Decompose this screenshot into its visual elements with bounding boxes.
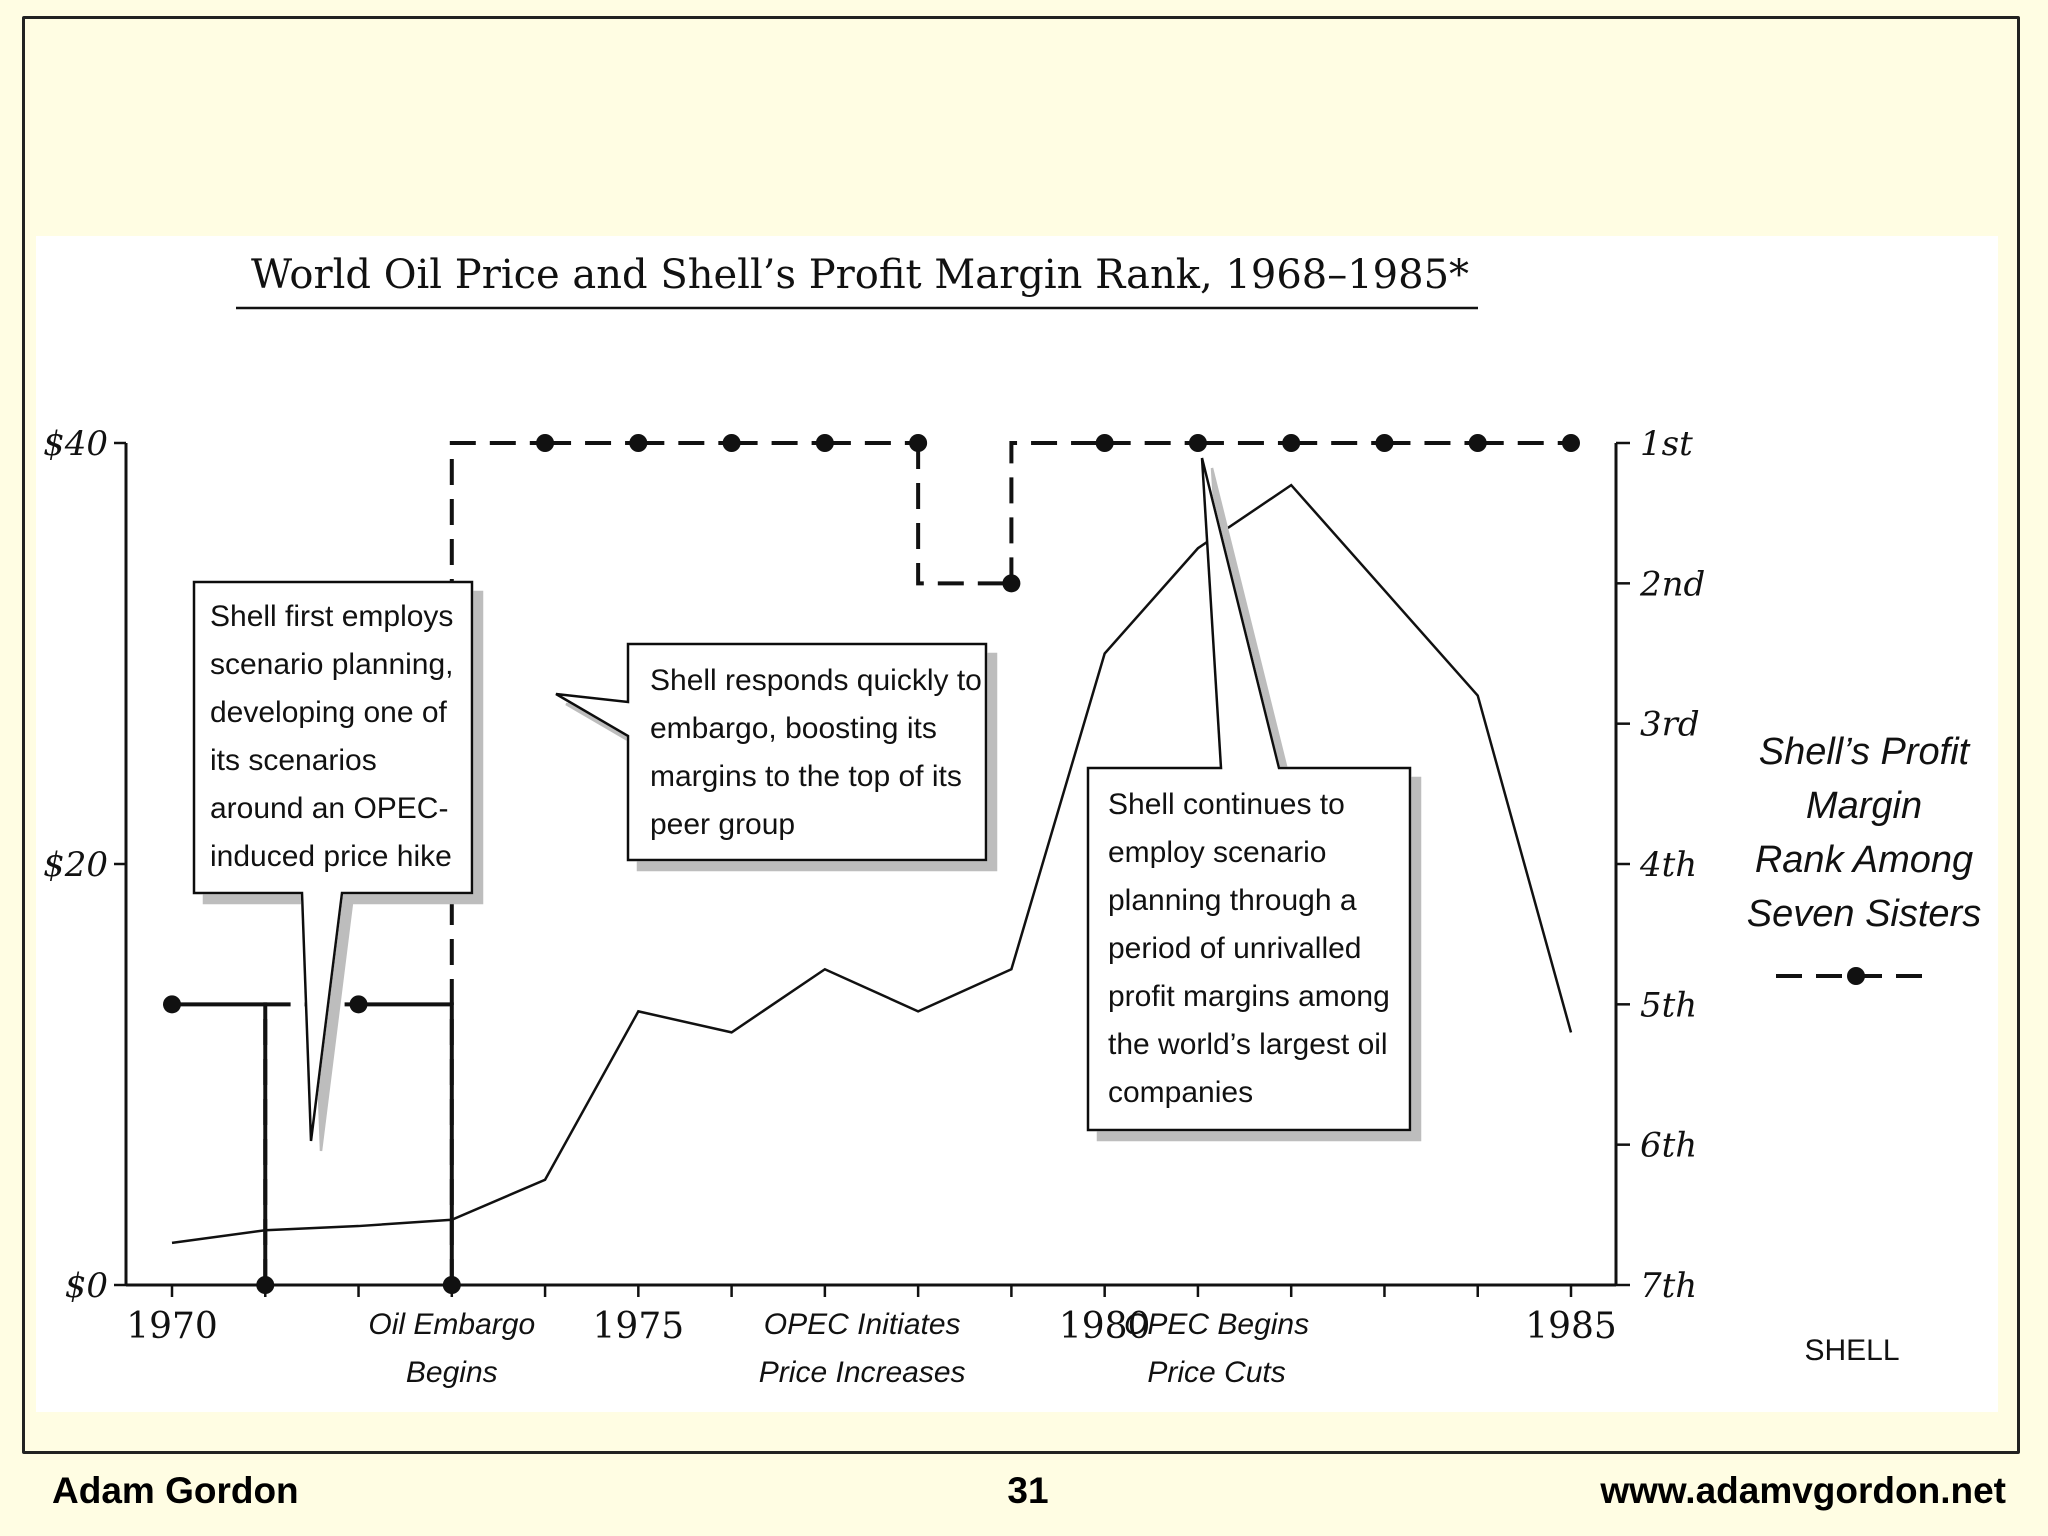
legend-title-line: Shell’s Profit <box>1759 731 1971 773</box>
callout-line: induced price hike <box>210 840 452 873</box>
callout-unrivalled-margins-box <box>1086 457 1412 1132</box>
rank-marker <box>1562 434 1580 452</box>
rank-step-segment <box>916 443 1012 586</box>
left-tick-label: $0 <box>65 1266 108 1306</box>
callout-line: embargo, boosting its <box>650 712 937 745</box>
rank-series <box>163 434 1580 1294</box>
callout-line: period of unrivalled <box>1108 932 1362 965</box>
callout-line: developing one of <box>210 696 448 729</box>
callout-line: profit margins among <box>1108 980 1390 1013</box>
event-label: Price Cuts <box>1147 1356 1285 1389</box>
event-label: OPEC Begins <box>1124 1308 1309 1341</box>
rank-marker <box>815 434 834 452</box>
event-label: Oil Embargo <box>368 1308 535 1341</box>
x-tick-label: 1980 <box>1059 1306 1151 1347</box>
rank-marker <box>1282 434 1301 452</box>
event-label: Begins <box>406 1356 498 1389</box>
series-line-oil-price <box>171 483 1573 1245</box>
callout-line: peer group <box>650 808 795 841</box>
rank-marker <box>442 1276 461 1294</box>
x-tick-label: 1985 <box>1525 1306 1617 1347</box>
callout-line: the world’s largest oil <box>1108 1028 1388 1061</box>
x-ticks <box>170 1285 1573 1297</box>
legend-title-line: Rank Among <box>1755 839 1973 881</box>
right-tick-label: 6th <box>1640 1126 1697 1166</box>
page-number: 31 <box>1007 1470 1049 1511</box>
rank-marker <box>536 434 555 452</box>
right-tick-label: 5th <box>1640 985 1697 1025</box>
event-label: Price Increases <box>759 1356 966 1389</box>
callout-line: companies <box>1108 1076 1253 1109</box>
rank-marker <box>349 995 368 1014</box>
left-axis-ticks: $40 $20 $0 <box>43 424 126 1306</box>
rank-step-segment <box>172 1002 268 1285</box>
callout-line: Shell responds quickly to <box>650 664 982 697</box>
right-tick-label: 7th <box>1640 1266 1697 1306</box>
right-tick-label: 4th <box>1639 845 1697 885</box>
right-axis-ticks: 1st 2nd 3rd 4th 5th 6th 7th <box>1616 424 1705 1306</box>
rank-marker <box>163 995 181 1014</box>
rank-marker <box>1188 434 1207 452</box>
x-tick-labels: 1970 1975 1980 1985 <box>126 1306 1617 1347</box>
right-tick-label: 2nd <box>1639 564 1705 604</box>
rank-step-segment <box>1009 441 1105 584</box>
rank-marker <box>1002 574 1021 593</box>
rank-legend: Shell’s Profit Margin Rank Among Seven S… <box>1747 731 1981 985</box>
event-labels: Oil Embargo Begins OPEC Initiates Price Inc… <box>368 1308 1309 1389</box>
rank-marker <box>256 1276 275 1294</box>
x-tick-label: 1970 <box>126 1306 218 1347</box>
legend-marker <box>1847 967 1865 985</box>
callout-line: Shell continues to <box>1108 788 1345 821</box>
callout-line: around an OPEC- <box>210 792 448 825</box>
rank-marker <box>1468 434 1487 452</box>
rank-marker <box>909 434 928 452</box>
callout-line: Shell first employs <box>210 600 453 633</box>
legend-title-line: Seven Sisters <box>1747 893 1981 935</box>
rank-step-segment <box>449 441 546 1285</box>
rank-marker <box>629 434 648 452</box>
x-tick-label: 1975 <box>593 1306 685 1347</box>
callout-scenario-planning-box <box>192 580 474 1142</box>
oil-price-rank-chart: World Oil Price and Shell’s Profit Margi… <box>43 252 1981 1389</box>
callout-embargo-response: Shell responds quickly to embargo, boost… <box>555 642 988 862</box>
rank-marker <box>722 434 741 452</box>
callout-line: margins to the top of its <box>650 760 962 793</box>
source-label: SHELL <box>1804 1334 1899 1367</box>
rank-marker <box>1095 434 1114 452</box>
chart-title: World Oil Price and Shell’s Profit Margi… <box>251 252 1469 298</box>
rank-step-segment <box>358 1002 454 1285</box>
event-label: OPEC Initiates <box>764 1308 961 1341</box>
left-tick-label: $40 <box>43 424 108 464</box>
callout-embargo-response-box <box>555 642 988 862</box>
right-tick-label: 1st <box>1640 424 1693 464</box>
callout-line: planning through a <box>1108 884 1357 917</box>
legend-title-line: Margin <box>1806 785 1922 827</box>
callout-line: its scenarios <box>210 744 377 777</box>
callout-line: employ scenario <box>1108 836 1326 869</box>
footer-author: Adam Gordon <box>52 1470 299 1511</box>
callout-scenario-planning: Shell first employs scenario planning, d… <box>192 580 474 1142</box>
callout-line: scenario planning, <box>210 648 454 681</box>
rank-marker <box>1375 434 1394 452</box>
right-tick-label: 3rd <box>1640 705 1700 745</box>
chart-panel: World Oil Price and Shell’s Profit Margi… <box>36 236 1998 1412</box>
left-tick-label: $20 <box>43 845 108 885</box>
callout-unrivalled-margins: Shell continues to employ scenario plann… <box>1086 457 1412 1132</box>
footer-url: www.adamvgordon.net <box>1600 1470 2006 1511</box>
